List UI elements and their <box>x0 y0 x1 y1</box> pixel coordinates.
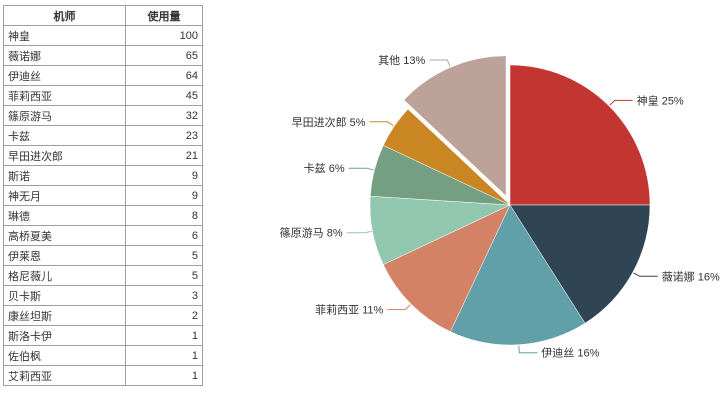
slice-leader-line <box>346 230 372 234</box>
slice-leader-line <box>387 304 411 311</box>
slice-leader-line <box>348 167 374 171</box>
table-row: 伊莱恩 5 <box>3 245 203 266</box>
pilot-name-cell: 琳德 <box>3 205 126 226</box>
usage-count-cell: 1 <box>125 365 203 386</box>
slice-label: 神皇 25% <box>637 93 684 107</box>
pie-slice[interactable] <box>509 204 651 324</box>
pie-slice[interactable] <box>450 204 586 346</box>
pilot-name-cell: 格尼薇儿 <box>3 265 126 286</box>
slice-leader-line <box>369 121 394 127</box>
pie-slice[interactable] <box>382 204 511 333</box>
pilot-name-cell: 斯洛卡伊 <box>3 325 126 346</box>
slice-label: 其他 13% <box>378 54 425 67</box>
table-row: 卡兹 23 <box>3 125 203 146</box>
slice-leader-line <box>518 345 538 354</box>
table-body: 神皇 100 薇诺娜 65 伊迪丝 64 菲莉西亚 45 篠原游马 32 卡兹 23 早田进次郎 21 斯诺… <box>3 25 203 386</box>
pilot-name-cell: 高桥夏美 <box>3 225 126 246</box>
slice-label: 篠原游马 8% <box>280 226 343 240</box>
slice-leader-line <box>429 59 451 67</box>
slice-label: 早田进次郎 5% <box>292 115 366 129</box>
slice-label: 卡兹 6% <box>304 162 345 175</box>
pie-slice[interactable] <box>509 64 651 206</box>
table-row: 菲莉西亚 45 <box>3 85 203 106</box>
pilot-name-cell: 斯诺 <box>3 165 126 186</box>
table-row: 斯洛卡伊 1 <box>3 325 203 346</box>
table-row: 佐伯枫 1 <box>3 345 203 366</box>
usage-count-cell: 23 <box>125 125 203 146</box>
usage-count-cell: 21 <box>125 145 203 166</box>
table-row: 艾莉西亚 1 <box>3 365 203 386</box>
usage-table: 机师 使用量 神皇 100 薇诺娜 65 伊迪丝 64 菲莉西亚 45 篠原游马 32 卡兹 23 早田… <box>3 5 203 386</box>
table-row: 斯诺 9 <box>3 165 203 186</box>
slice-leader-line <box>633 272 658 277</box>
pilot-name-cell: 艾莉西亚 <box>3 365 126 386</box>
pie-slice[interactable] <box>382 108 511 206</box>
table-row: 琳德 8 <box>3 205 203 226</box>
pilot-name-cell: 薇诺娜 <box>3 45 126 66</box>
table-row: 薇诺娜 65 <box>3 45 203 66</box>
slice-label: 菲莉西亚 11% <box>315 304 383 317</box>
table-row: 早田进次郎 21 <box>3 145 203 166</box>
table-row: 高桥夏美 6 <box>3 225 203 246</box>
table-row: 格尼薇儿 5 <box>3 265 203 286</box>
slice-label: 薇诺娜 16% <box>662 269 720 283</box>
slice-leader-line <box>609 99 633 106</box>
slice-label: 伊迪丝 16% <box>541 347 599 360</box>
pie-slice[interactable] <box>403 55 507 197</box>
